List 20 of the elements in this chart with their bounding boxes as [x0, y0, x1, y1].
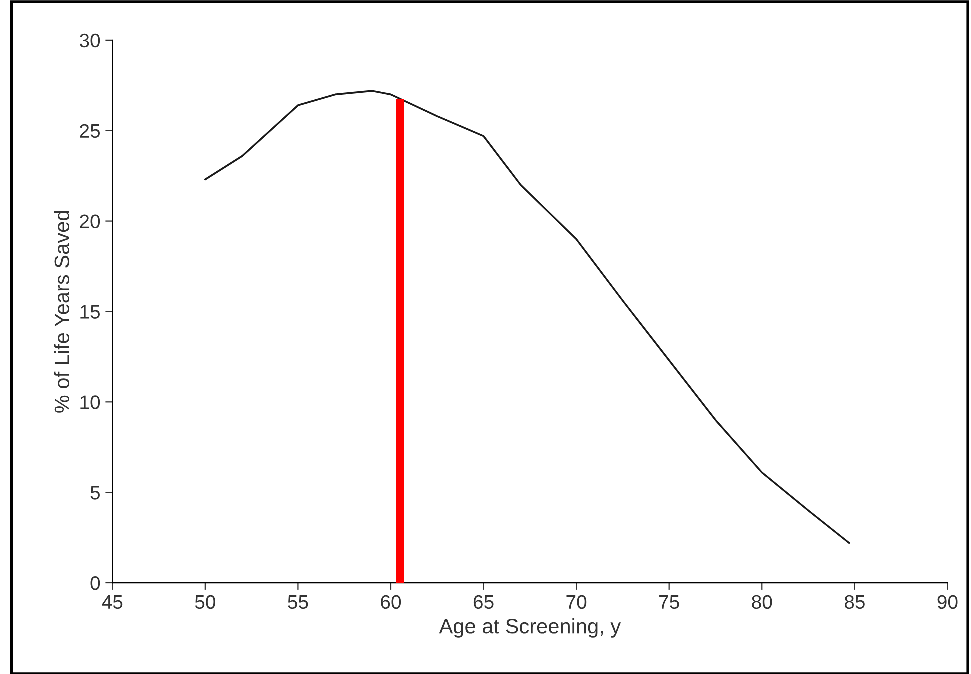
y-tick-label: 20	[80, 214, 100, 229]
x-tick-label: 55	[288, 596, 308, 610]
x-tick-label: 90	[938, 595, 958, 610]
x-tick-label: 50	[195, 595, 216, 610]
x-tick-label: 70	[566, 595, 587, 610]
y-tick-label: 10	[80, 396, 100, 410]
x-tick-label: 60	[381, 595, 402, 610]
x-tick-label: 75	[660, 596, 680, 610]
x-tick-label: 45	[102, 596, 123, 610]
y-tick-label: 25	[80, 124, 100, 138]
y-axis-title: % of Life Years Saved	[54, 211, 70, 413]
y-tick-label: 30	[80, 34, 100, 48]
x-axis-title: Age at Screening, y	[439, 618, 622, 638]
y-tick-label: 5	[90, 486, 100, 500]
y-tick-label: 0	[90, 576, 100, 590]
x-tick-label: 80	[752, 595, 772, 610]
x-tick-label: 85	[844, 595, 865, 610]
y-tick-label: 15	[80, 305, 100, 319]
line-series	[204, 90, 850, 544]
x-tick-label: 65	[474, 595, 494, 610]
